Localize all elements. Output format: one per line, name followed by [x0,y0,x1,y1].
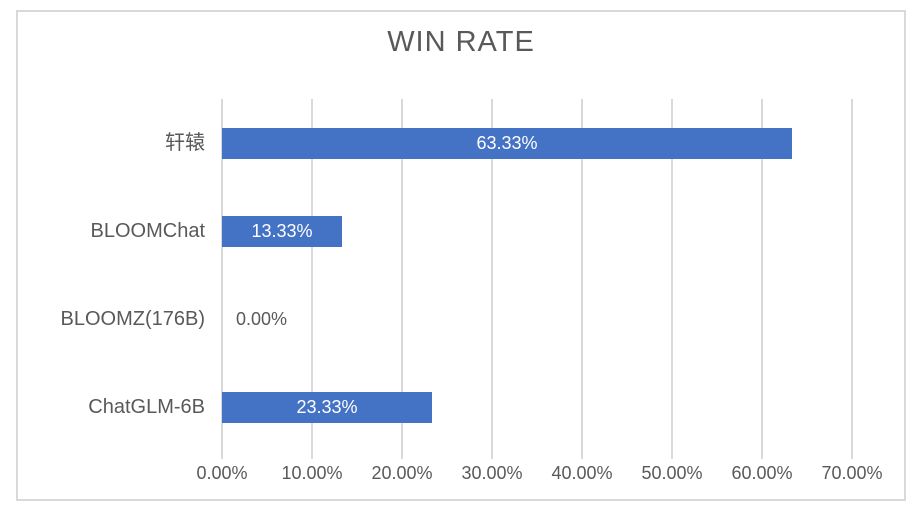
bar-2 [222,215,342,247]
axis-tick [401,451,403,459]
gridline [761,99,763,451]
axis-tick [671,451,673,459]
chart-frame [16,10,906,501]
data-label: 23.33% [296,396,358,417]
x-tick-label: 50.00% [641,463,703,483]
data-label: 13.33% [251,220,313,241]
gridline [851,99,853,451]
gridline [491,99,493,451]
x-tick-label: 60.00% [731,463,793,483]
category-label: ChatGLM-6B [88,396,205,418]
x-tick-label: 30.00% [461,463,523,483]
axis-tick [491,451,493,459]
axis-tick [311,451,313,459]
gridline [581,99,583,451]
chart-title: WIN RATE [387,26,535,58]
gridline [221,99,223,451]
gridline [671,99,673,451]
bar-1 [222,127,792,159]
gridline [311,99,313,451]
x-tick-label: 70.00% [821,463,883,483]
axis-tick [221,451,223,459]
x-tick-label: 10.00% [281,463,343,483]
data-label: 63.33% [476,132,538,153]
category-label: BLOOMChat [90,220,205,242]
x-tick-label: 40.00% [551,463,613,483]
plot-area: 63.33% 13.33% 0.00% 23.33% [221,99,853,451]
bar-4 [222,391,432,423]
axis-tick [761,451,763,459]
axis-tick [851,451,853,459]
x-tick-label: 0.00% [196,463,248,483]
x-tick-label: 20.00% [371,463,433,483]
gridline [401,99,403,451]
data-label: 0.00% [236,308,288,329]
category-label: BLOOMZ(176B) [60,308,205,330]
axis-tick [581,451,583,459]
category-label: 轩辕 [165,132,205,154]
